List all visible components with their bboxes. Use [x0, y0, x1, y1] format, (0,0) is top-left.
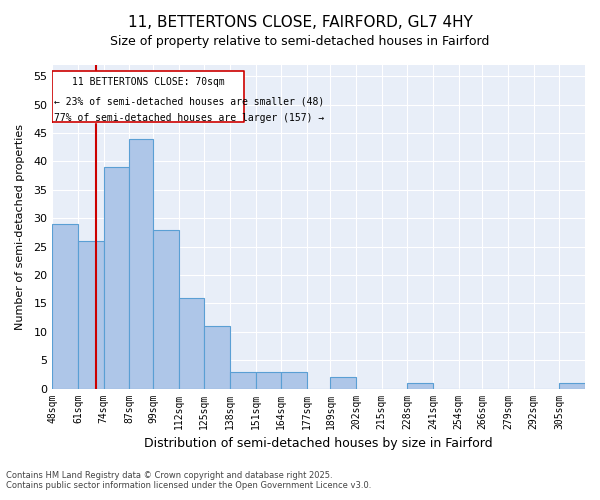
Bar: [407, 383, 433, 388]
Bar: [281, 372, 307, 388]
Text: ← 23% of semi-detached houses are smaller (48): ← 23% of semi-detached houses are smalle…: [54, 96, 325, 106]
Bar: [331, 377, 356, 388]
Text: Contains HM Land Registry data © Crown copyright and database right 2025.
Contai: Contains HM Land Registry data © Crown c…: [6, 470, 371, 490]
Bar: [104, 167, 129, 388]
Bar: [52, 224, 78, 388]
Bar: [153, 230, 179, 388]
Bar: [559, 383, 585, 388]
Bar: [78, 241, 104, 388]
Text: 11 BETTERTONS CLOSE: 70sqm: 11 BETTERTONS CLOSE: 70sqm: [71, 78, 224, 88]
Bar: [129, 139, 153, 388]
Bar: [204, 326, 230, 388]
Text: 77% of semi-detached houses are larger (157) →: 77% of semi-detached houses are larger (…: [54, 113, 325, 123]
Bar: [230, 372, 256, 388]
X-axis label: Distribution of semi-detached houses by size in Fairford: Distribution of semi-detached houses by …: [145, 437, 493, 450]
Text: 11, BETTERTONS CLOSE, FAIRFORD, GL7 4HY: 11, BETTERTONS CLOSE, FAIRFORD, GL7 4HY: [128, 15, 472, 30]
Bar: [256, 372, 281, 388]
Y-axis label: Number of semi-detached properties: Number of semi-detached properties: [15, 124, 25, 330]
Bar: [179, 298, 204, 388]
Text: Size of property relative to semi-detached houses in Fairford: Size of property relative to semi-detach…: [110, 35, 490, 48]
Polygon shape: [52, 70, 244, 122]
